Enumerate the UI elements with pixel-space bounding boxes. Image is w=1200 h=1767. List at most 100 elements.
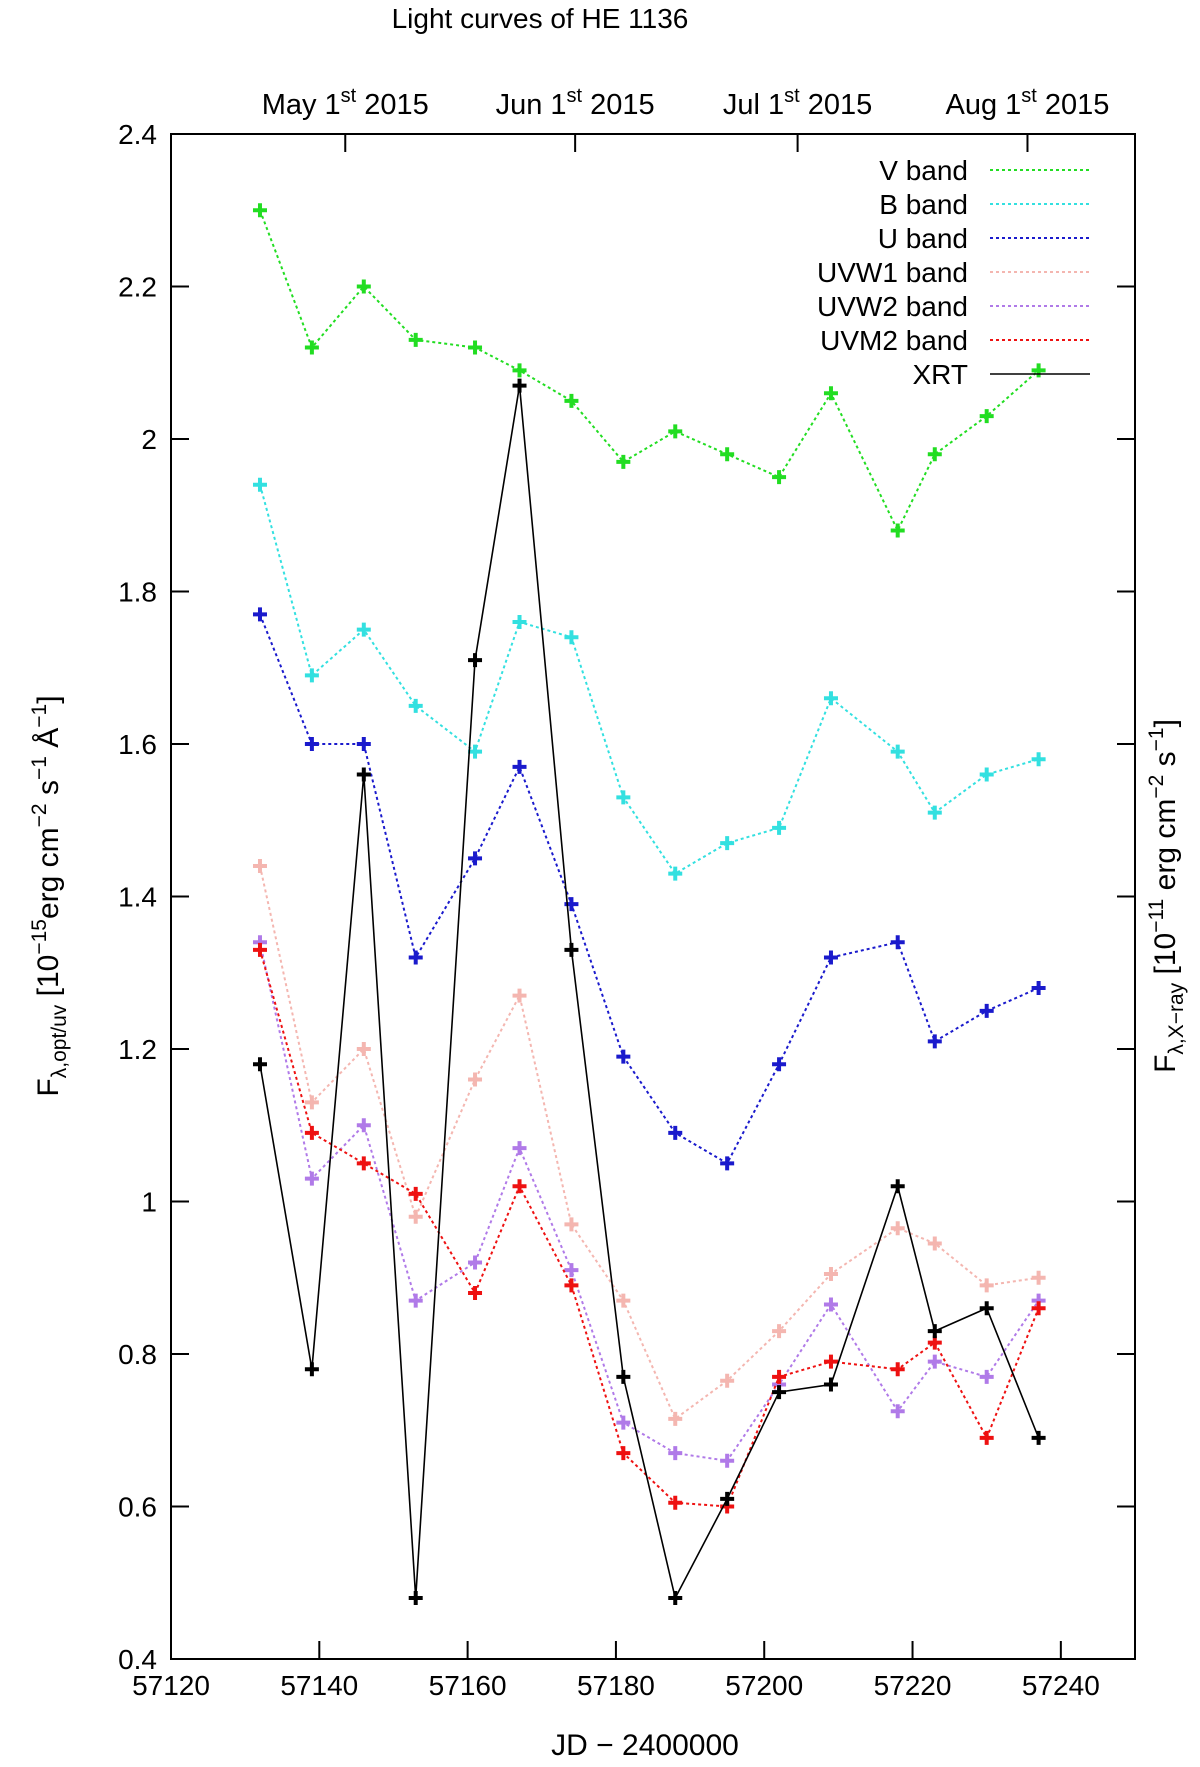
data-point (564, 393, 579, 408)
data-point (890, 935, 905, 950)
x-tick-label: 57140 (280, 1670, 358, 1701)
x-tick-label: 57120 (132, 1670, 210, 1701)
date-axis: May 1st 2015 Jun 1st 2015 Jul 1st 2015 Aug … (262, 85, 1110, 152)
data-point (979, 1003, 994, 1018)
legend-label-uvw1-band: UVW1 band (817, 257, 968, 288)
data-point (616, 1415, 631, 1430)
data-point (512, 615, 527, 629)
data-point (408, 950, 423, 965)
data-point (979, 1301, 994, 1316)
data-point (927, 1034, 942, 1049)
data-point (512, 988, 527, 1003)
data-point (616, 454, 631, 469)
data-point (304, 1125, 319, 1140)
data-point (927, 805, 942, 820)
data-point (468, 1072, 483, 1087)
series-uvm2-band (252, 942, 1046, 1514)
data-point (979, 1278, 994, 1293)
series-uvw2-band (252, 935, 1046, 1468)
data-point (720, 1491, 735, 1506)
data-series (252, 203, 1046, 1605)
data-point (252, 942, 267, 957)
y-axis-label-left: Fλ,opt/uv [10−15erg cm−2 s−1 Å−1] (28, 695, 71, 1096)
data-point (823, 1354, 838, 1369)
data-point (564, 630, 579, 645)
y-tick-label: 1.8 (118, 577, 157, 608)
data-point (668, 866, 683, 881)
y-tick-label: 2.2 (118, 272, 157, 303)
series-line-uvm2-band (259, 949, 1040, 1508)
data-point (408, 1591, 423, 1605)
data-point (772, 1057, 787, 1072)
data-point (512, 759, 527, 774)
data-point (468, 340, 483, 355)
data-point (356, 737, 371, 751)
data-point (468, 851, 483, 866)
series-line-xrt (259, 385, 1040, 1601)
series-line-uvw2-band (259, 942, 1040, 1462)
data-point (616, 1049, 631, 1064)
data-point (1031, 1270, 1046, 1285)
data-point (668, 1125, 683, 1140)
data-point (823, 950, 838, 965)
data-point (823, 1377, 838, 1392)
data-point (890, 1221, 905, 1236)
data-point (1031, 981, 1046, 995)
data-point (616, 1369, 631, 1384)
data-point (564, 1278, 579, 1293)
x-tick-label: 57240 (1022, 1670, 1100, 1701)
data-point (356, 1118, 371, 1133)
data-point (252, 477, 267, 492)
chart-title: Light curves of HE 1136 (392, 3, 689, 34)
top-date-label: Jun 1st 2015 (496, 85, 655, 121)
data-point (1031, 752, 1046, 767)
data-point (772, 470, 787, 485)
data-point (252, 859, 267, 873)
series-line-u-band (259, 614, 1040, 1165)
data-point (979, 409, 994, 424)
data-point (468, 1286, 483, 1300)
y-tick-label: 1.2 (118, 1034, 157, 1065)
axis-ticks: 57120 57140 57160 57180 57200 57220 57240 0.4 0.… (118, 119, 1135, 1701)
data-point (1031, 1301, 1046, 1316)
data-point (512, 378, 527, 393)
data-point (304, 668, 319, 683)
data-point (252, 1057, 267, 1072)
data-point (468, 744, 483, 759)
y-tick-label: 0.4 (118, 1644, 157, 1675)
data-point (772, 1324, 787, 1339)
data-point (927, 447, 942, 462)
legend-label-uvm2-band: UVM2 band (820, 325, 968, 356)
legend-label-b-band: B band (879, 189, 968, 220)
data-point (408, 332, 423, 347)
y-tick-label: 0.8 (118, 1339, 157, 1370)
y-axis-label-right: Fλ,X−ray [10−11 erg cm−2 s−1] (1145, 719, 1188, 1073)
data-point (512, 1141, 527, 1156)
data-point (468, 1255, 483, 1270)
data-point (304, 340, 319, 355)
data-point (890, 1179, 905, 1194)
data-point (408, 698, 423, 713)
data-point (252, 203, 267, 218)
series-line-b-band (259, 484, 1039, 875)
data-point (720, 836, 735, 851)
series-u-band (252, 607, 1046, 1171)
data-point (823, 1297, 838, 1312)
top-date-label: Aug 1st 2015 (946, 85, 1110, 121)
data-point (668, 1591, 683, 1605)
data-point (616, 1446, 631, 1461)
data-point (668, 1446, 683, 1461)
series-b-band (252, 477, 1046, 881)
data-point (890, 523, 905, 538)
series-xrt (252, 378, 1046, 1605)
series-uvw1-band (252, 859, 1046, 1426)
data-point (720, 447, 735, 462)
data-point (720, 1453, 735, 1468)
data-point (356, 1156, 371, 1171)
data-point (512, 363, 527, 378)
data-point (356, 622, 371, 637)
data-point (720, 1373, 735, 1388)
data-point (668, 424, 683, 439)
